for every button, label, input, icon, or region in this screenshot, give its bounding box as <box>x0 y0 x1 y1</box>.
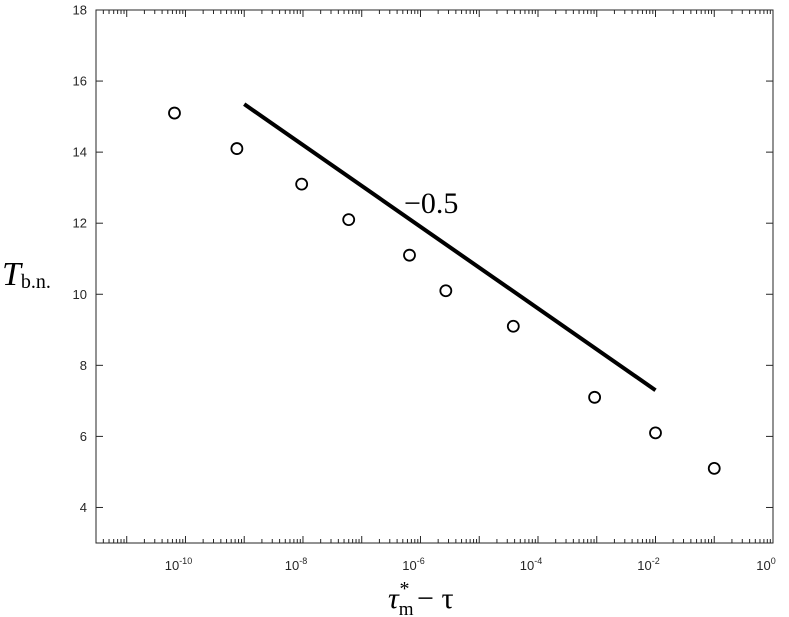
y-tick-label: 14 <box>73 145 87 160</box>
x-tick-label-exponent: -6 <box>417 556 425 566</box>
y-axis-title-main: T <box>2 256 23 293</box>
plot-area <box>95 9 774 544</box>
y-tick-label: 4 <box>80 500 87 515</box>
x-tick-label-exponent: 0 <box>771 556 776 566</box>
x-tick-label-base: 10 <box>402 558 416 573</box>
data-points <box>168 106 721 475</box>
x-tick-label: 10-10 <box>165 556 192 573</box>
x-ticks <box>95 10 771 543</box>
x-axis-title: τm* − τ <box>388 578 454 617</box>
data-point <box>439 284 453 298</box>
y-tick-labels: 4 6 8 10 12 14 16 18 <box>73 3 87 515</box>
x-tick-label-exponent: -8 <box>299 556 307 566</box>
y-tick-label: 8 <box>80 358 87 373</box>
x-tick-labels: 10-10 10-8 10-6 10-4 10-2 100 <box>165 556 776 573</box>
x-tick-label-exponent: -2 <box>652 556 660 566</box>
data-point <box>649 426 662 440</box>
x-tick-label: 100 <box>756 556 775 573</box>
data-point <box>707 461 721 475</box>
y-tick-label: 18 <box>73 3 87 18</box>
x-tick-label: 10-6 <box>402 556 424 573</box>
x-tick-label-base: 10 <box>285 558 299 573</box>
x-tick-label-exponent: -10 <box>179 556 192 566</box>
x-tick-label-base: 10 <box>165 558 179 573</box>
x-tick-label-exponent: -4 <box>534 556 542 566</box>
data-point <box>506 319 520 333</box>
x-tick-label-base: 10 <box>756 558 770 573</box>
y-tick-label: 6 <box>80 429 87 444</box>
x-axis-title-tau: τ <box>388 582 400 615</box>
y-ticks <box>96 9 773 508</box>
data-point <box>168 106 181 120</box>
slope-annotation: −0.5 <box>404 187 458 220</box>
y-tick-label: 12 <box>73 216 87 231</box>
x-tick-label: 10-8 <box>285 556 307 573</box>
x-tick-label-base: 10 <box>520 558 534 573</box>
y-axis-title: Tb.n. <box>2 256 51 293</box>
data-point <box>588 390 602 404</box>
reference-slope-line <box>243 102 657 392</box>
y-axis-title-sub: b.n. <box>21 271 51 293</box>
data-point <box>342 213 356 227</box>
data-point <box>403 248 416 262</box>
data-point <box>295 177 309 191</box>
y-tick-label: 10 <box>73 287 87 302</box>
x-axis-title-sub: m <box>399 599 414 617</box>
x-tick-label: 10-4 <box>520 556 542 573</box>
x-axis-title-sup: * <box>400 578 410 600</box>
x-tick-label: 10-2 <box>637 556 659 573</box>
y-tick-label: 16 <box>73 74 87 89</box>
x-tick-label-base: 10 <box>637 558 651 573</box>
x-axis-title-rest: − τ <box>410 582 454 615</box>
data-point <box>230 142 244 155</box>
